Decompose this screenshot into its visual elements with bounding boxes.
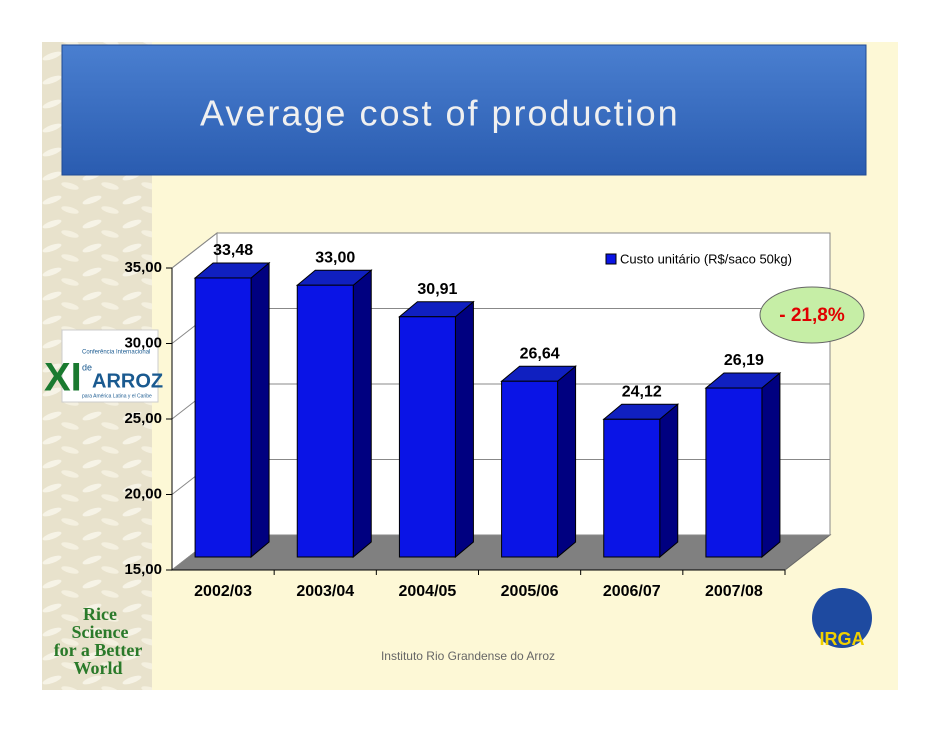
- logo-text: ARROZ: [92, 370, 163, 392]
- x-tick-label: 2003/04: [296, 583, 354, 600]
- chart-title: Average cost of production: [200, 93, 680, 134]
- conference-logo: XI Conferência Internacional de ARROZ pa…: [44, 329, 163, 403]
- rice-logo: Rice Science for a Better World: [54, 604, 143, 678]
- logo-text: World: [73, 658, 122, 678]
- bar-front: [501, 380, 559, 558]
- logo-text: XI: [44, 356, 82, 400]
- y-tick-label: 25,00: [124, 410, 162, 427]
- logo-text: Rice: [83, 604, 117, 624]
- x-tick-label: 2002/03: [194, 583, 252, 600]
- legend-swatch: [605, 253, 617, 265]
- bar-front: [296, 284, 354, 558]
- logo-text: para América Latina y el Caribe: [82, 393, 152, 399]
- logo-globe: [812, 588, 872, 648]
- grid-line: [171, 232, 218, 269]
- logo-text: Conferência Internacional: [82, 350, 150, 356]
- logo-text: for a Better: [54, 640, 143, 660]
- logo-text: de: [82, 362, 92, 372]
- bar-side: [659, 403, 679, 559]
- bar-side: [454, 300, 474, 559]
- y-tick-label: 30,00: [124, 334, 162, 351]
- irga-logo: IRGA: [812, 588, 872, 649]
- annotation: - 21,8%: [779, 305, 845, 326]
- value-label: 33,00: [315, 249, 355, 266]
- x-tick-label: 2006/07: [603, 583, 661, 600]
- footer: Instituto Rio Grandense do Arroz: [381, 649, 555, 663]
- value-label: 24,12: [622, 384, 662, 401]
- bar-side: [557, 365, 577, 559]
- x-tick-label: 2004/05: [398, 583, 456, 600]
- y-tick-label: 35,00: [124, 259, 162, 276]
- bar-side: [352, 269, 372, 559]
- logo-text: Science: [72, 622, 129, 642]
- y-tick-label: 15,00: [124, 561, 162, 578]
- value-label: 26,19: [724, 352, 764, 369]
- logo-box: [61, 329, 159, 403]
- annotation-bubble: [759, 286, 865, 344]
- bar-front: [194, 277, 252, 558]
- value-label: 30,91: [417, 281, 457, 298]
- y-tick-label: 20,00: [124, 485, 162, 502]
- x-tick-label: 2007/08: [705, 583, 763, 600]
- logo-text: IRGA: [820, 629, 865, 649]
- bar-front: [398, 316, 456, 558]
- bar-front: [705, 387, 763, 558]
- title-bar: [61, 44, 867, 176]
- value-label: 33,48: [213, 242, 253, 259]
- value-label: 26,64: [520, 345, 560, 362]
- bar-side: [761, 371, 781, 559]
- x-tick-label: 2005/06: [501, 583, 559, 600]
- bar-front: [603, 418, 661, 558]
- legend-label: Custo unitário (R$/saco 50kg): [620, 251, 792, 266]
- bar-side: [250, 261, 270, 559]
